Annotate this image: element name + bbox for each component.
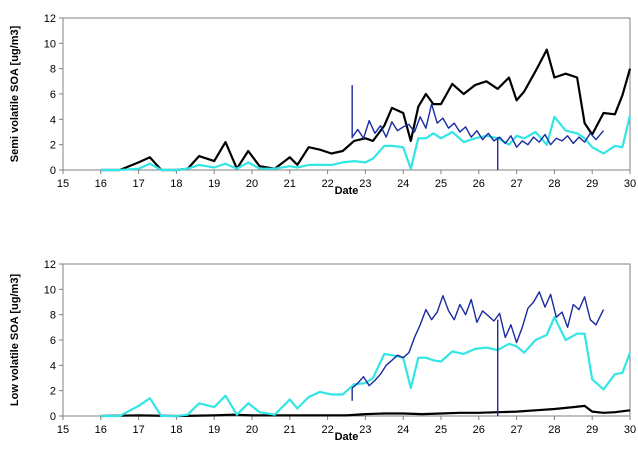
y-tick-label: 2 (50, 386, 56, 398)
x-tick-label: 20 (246, 178, 258, 190)
x-tick-label: 18 (170, 424, 182, 436)
x-tick-label: 28 (548, 178, 560, 190)
x-tick-label: 21 (284, 178, 296, 190)
y-tick-label: 6 (50, 89, 56, 101)
y-tick-label: 4 (50, 114, 56, 126)
y-tick-label: 2 (50, 140, 56, 152)
x-tick-label: 30 (624, 424, 636, 436)
plot-area (62, 263, 631, 417)
y-tick-label: 8 (50, 64, 56, 76)
y-tick-label: 6 (50, 335, 56, 347)
y-tick-label: 12 (44, 259, 56, 271)
y-tick-label: 10 (44, 284, 56, 296)
x-tick-label: 17 (132, 424, 144, 436)
y-axis-label: Semi volatile SOA [ug/m3] (9, 25, 21, 162)
y-axis-label: Low volatile SOA [ug/m3] (9, 274, 21, 407)
x-tick-label: 17 (132, 178, 144, 190)
x-tick-label: 16 (95, 178, 107, 190)
x-tick-label: 27 (510, 178, 522, 190)
blue-measured-series-line (351, 103, 605, 148)
x-tick-label: 28 (548, 424, 560, 436)
x-tick-label: 15 (57, 424, 69, 436)
x-tick-label: 23 (359, 178, 371, 190)
blue-measured-series-line (351, 291, 605, 389)
x-tick-label: 21 (284, 424, 296, 436)
cyan-series-line (100, 316, 632, 418)
x-tick-label: 24 (397, 424, 409, 436)
x-tick-label: 18 (170, 178, 182, 190)
y-tick-label: 10 (44, 38, 56, 50)
x-axis-label: Date (335, 431, 359, 443)
y-tick-label: 4 (50, 360, 56, 372)
x-tick-label: 19 (208, 424, 220, 436)
x-tick-label: 27 (510, 424, 522, 436)
black-series-line (100, 48, 632, 172)
x-tick-label: 22 (321, 424, 333, 436)
x-tick-label: 26 (473, 424, 485, 436)
x-tick-label: 20 (246, 424, 258, 436)
x-tick-label: 30 (624, 178, 636, 190)
x-tick-label: 15 (57, 178, 69, 190)
x-tick-label: 29 (586, 424, 598, 436)
x-tick-label: 16 (95, 424, 107, 436)
y-tick-label: 12 (44, 13, 56, 25)
x-tick-label: 26 (473, 178, 485, 190)
x-tick-label: 25 (435, 424, 447, 436)
x-tick-label: 29 (586, 178, 598, 190)
x-tick-label: 23 (359, 424, 371, 436)
y-tick-label: 0 (50, 165, 56, 177)
y-tick-label: 0 (50, 411, 56, 423)
x-tick-label: 25 (435, 178, 447, 190)
y-tick-label: 8 (50, 310, 56, 322)
x-tick-label: 24 (397, 178, 409, 190)
x-tick-label: 22 (321, 178, 333, 190)
cyan-series-line (100, 115, 632, 172)
x-tick-label: 19 (208, 178, 220, 190)
x-axis-label: Date (335, 185, 359, 197)
